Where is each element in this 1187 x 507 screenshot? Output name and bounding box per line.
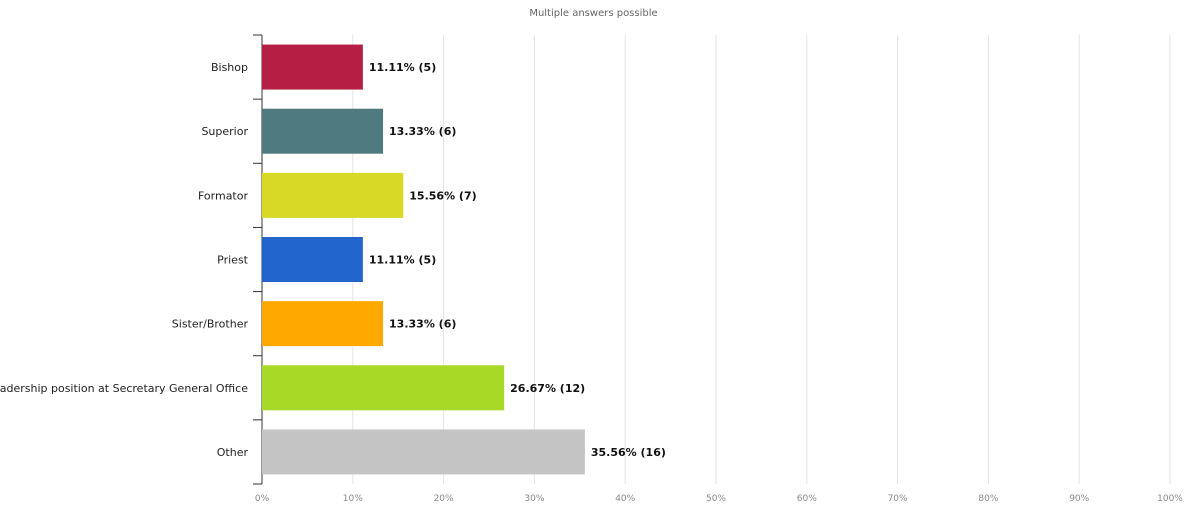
x-tick-label: 90% [1069,494,1089,504]
category-label: Sister/Brother [172,318,249,331]
data-label: 13.33% (6) [389,125,456,138]
x-tick-label: 50% [706,494,726,504]
bar [262,429,585,475]
data-label: 13.33% (6) [389,318,456,331]
chart-subtitle: Multiple answers possible [529,8,658,19]
x-tick-label: 100% [1157,494,1183,504]
bar [262,237,363,282]
bar [262,44,363,90]
x-tick-label: 0% [255,494,270,504]
category-label: Formator [198,189,248,202]
data-label: 26.67% (12) [510,382,585,395]
bar [262,108,384,154]
x-tick-label: 30% [524,494,544,504]
x-tick-label: 40% [615,494,635,504]
category-label: Priest [217,254,249,267]
category-label: Leadership position at Secretary General… [0,382,248,395]
x-tick-label: 60% [797,494,817,504]
x-tick-label: 70% [888,494,908,504]
x-tick-label: 80% [978,494,998,504]
data-label: 11.11% (5) [369,254,436,267]
category-label: Superior [201,125,248,138]
category-label: Other [217,446,249,459]
data-label: 15.56% (7) [409,189,476,202]
category-label: Bishop [211,61,248,74]
data-label: 11.11% (5) [369,61,436,74]
bar [262,301,384,347]
bar [262,172,404,218]
x-tick-label: 10% [343,494,363,504]
bar [262,365,505,411]
x-tick-label: 20% [434,494,454,504]
data-label: 35.56% (16) [591,446,666,459]
